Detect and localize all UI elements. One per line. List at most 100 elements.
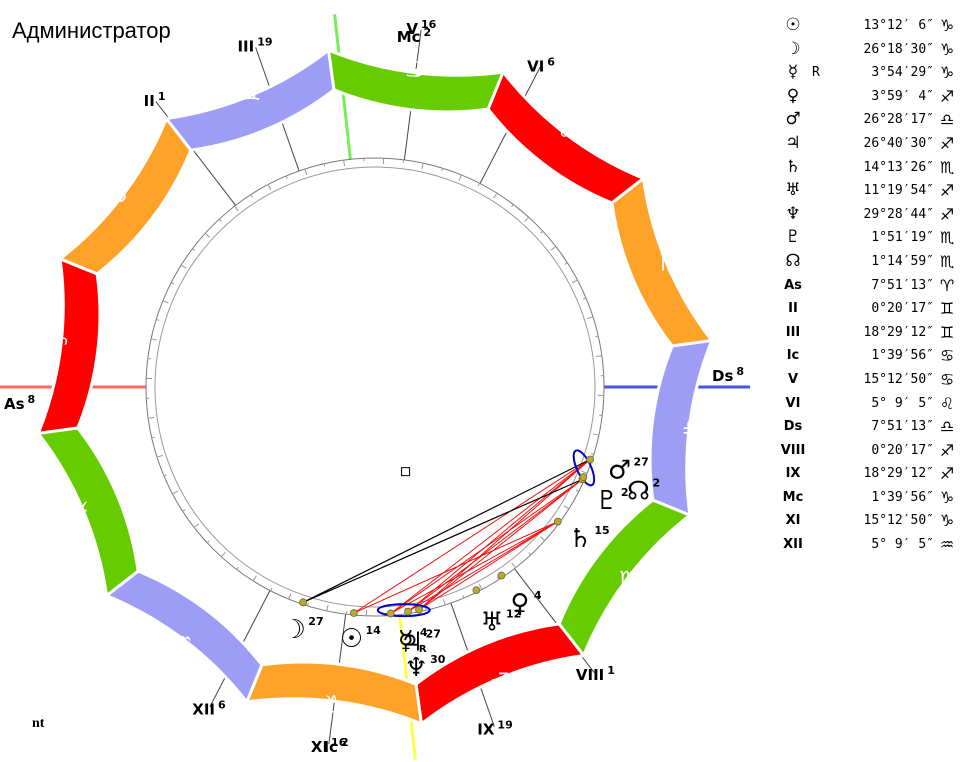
planet-dot-uranus [472,586,481,595]
row-symbol: ♃ [785,132,801,153]
row-position-value: 7°51′13″ [871,419,934,435]
degree-tick [442,599,446,606]
sign-glyph-virgo: ♍ [659,249,681,277]
degree-tick [581,470,588,474]
degree-tick [587,316,594,320]
mercury-degree: 4 [420,626,428,639]
degree-tick [441,168,444,172]
row-sign-glyph: ♏ [939,228,955,248]
sign-glyph-leo: ♌ [557,118,579,146]
house-label-degree: 6 [547,55,555,68]
degree-tick [595,355,602,358]
uranus-glyph: ♅ [480,607,503,637]
row-symbol: ♆ [785,203,801,224]
house-label-degree: 6 [218,699,226,712]
house-label-degree: 19 [257,35,272,48]
house-label-degree: 2 [424,26,432,39]
house-label-name: Mc [397,28,421,46]
planet-dot-moon [299,598,308,607]
degree-tick [323,163,326,167]
degree-tick [424,607,427,611]
degree-tick [204,232,211,238]
degree-tick [156,454,163,458]
degree-tick [590,453,594,456]
row-position-value: 14°13′26″ [863,159,934,175]
jupiter-glyph: ♃ [400,627,423,657]
house-label-degree: 16 [421,18,437,31]
aspect-line-moon-pluto [302,478,583,603]
house-label-mc: Mc 2 [397,26,431,46]
mars-glyph: ♂ [608,455,631,485]
footer-mark: nt [32,716,45,731]
degree-tick [288,593,292,600]
row-symbol: IX [785,466,801,482]
row-sign-glyph: ♎ [939,110,955,130]
row-position-value: 15°12′50″ [863,371,934,387]
degree-tick [458,174,462,181]
row-sign-glyph: ♌ [939,393,955,413]
degree-tick [524,216,530,223]
degree-tick [493,192,498,199]
house-label-xii: XII 6 [192,699,226,719]
positions-row: ♃ 26°40′30″ ♐ [780,132,958,156]
house-label-viii: VIII 1 [576,664,615,684]
row-position-value: 18°29′12″ [863,324,934,340]
degree-tick [285,175,288,179]
row-position-value: 1°39′56″ [871,489,934,505]
positions-row: V 15°12′50″ ♋ [780,368,958,392]
degree-tick [497,576,500,580]
positions-row: III 18°29′12″ ♊ [780,321,958,345]
row-symbol: XII [783,537,803,553]
house-label-degree: 2 [341,736,349,749]
sign-glyph-libra: ♎ [682,413,704,441]
row-symbol: VIII [780,442,806,458]
planet-dot-jupiter [415,605,423,614]
inner-circle-inner [154,166,596,608]
sun-glyph: ☉ [340,624,363,654]
node-degree: 2 [652,476,660,489]
degree-tick [192,248,196,251]
row-sign-glyph: ♒ [939,535,955,555]
degree-tick [592,433,599,436]
house-label-degree: 8 [736,365,744,378]
house-label-name: II [144,92,155,110]
aspect-line-neptune-saturn [407,521,559,613]
sun-degree: 14 [366,624,382,637]
row-symbol: III [785,324,801,340]
node-glyph: ☊ [627,476,650,506]
sign-glyph-capricorn: ♑ [324,691,346,719]
row-symbol: ♅ [785,180,801,201]
row-retro-flag: R [812,65,820,81]
degree-tick [252,575,257,582]
row-symbol: As [784,277,802,293]
neptune-degree: 30 [430,653,446,666]
positions-table: ☉ 13°12′ 6″ ♑ ☽ 26°18′30″ ♑ ☿ R 3°54′29″ ♑ ♀ 3°59′ … [780,14,958,557]
planet-dot-sun [349,609,358,617]
house-label-name: Ic [323,738,337,756]
row-symbol: ♂ [785,109,801,130]
venus-degree: 4 [534,589,542,602]
degree-tick [267,184,272,191]
aspect-lines [302,449,596,618]
row-position-value: 3°59′ 4″ [871,88,934,104]
positions-row: ☉ 13°12′ 6″ ♑ [780,14,958,38]
aspect-line-jupiter-pluto [418,478,583,611]
planet-dot-neptune [404,607,412,616]
row-symbol: ♄ [785,156,801,177]
row-sign-glyph: ♊ [939,299,955,319]
row-symbol: Mc [782,489,804,505]
sign-glyph-aries: ♈ [47,333,69,361]
positions-row: Mc 1°39′56″ ♑ [780,486,958,510]
pluto-degree: 2 [621,486,629,499]
degree-tick [343,160,346,167]
degree-tick [477,183,480,187]
degree-tick [550,246,557,251]
degree-tick [236,566,239,570]
row-symbol: ☉ [785,15,801,35]
row-sign-glyph: ♊ [939,322,955,342]
degree-tick [564,262,568,265]
house-label-v: V 16 [406,18,436,38]
house-label-name: III [237,37,254,55]
house-label-degree: 16 [331,736,347,749]
degree-tick [151,338,158,341]
